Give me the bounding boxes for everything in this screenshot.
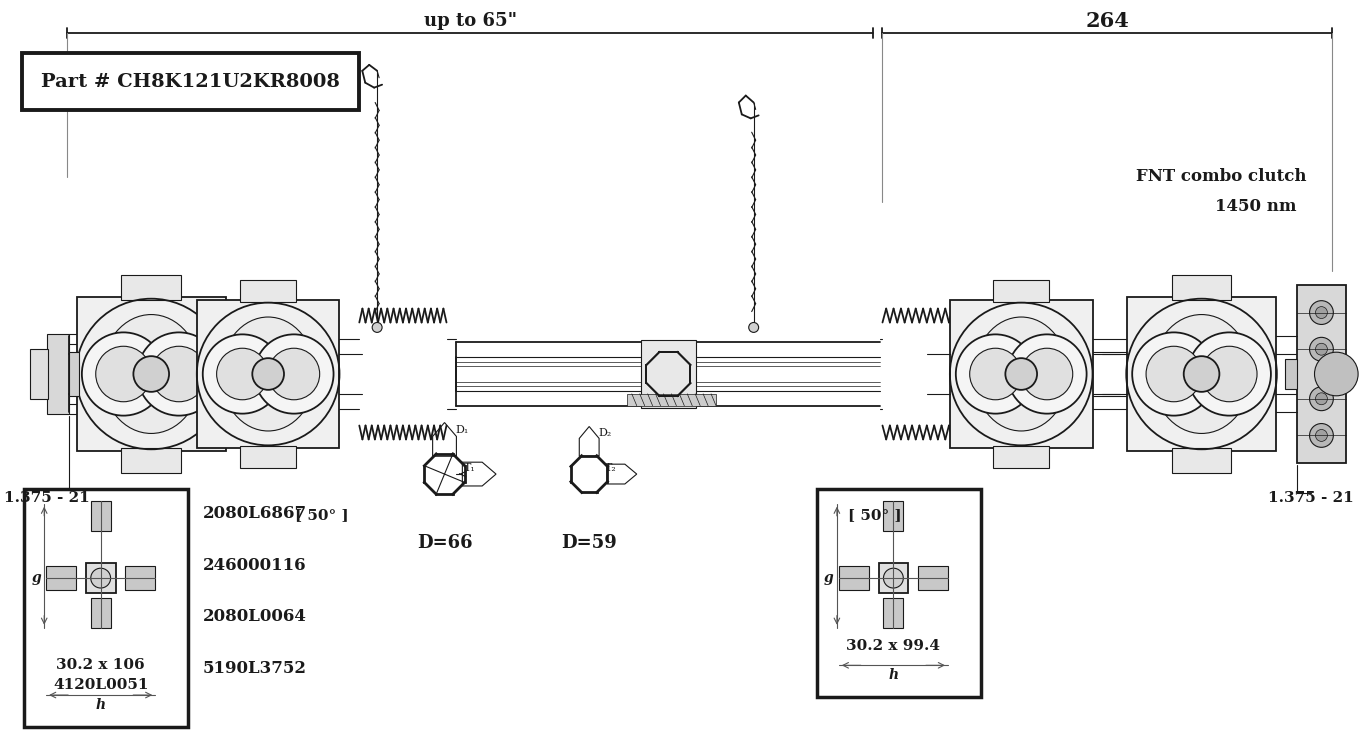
- Text: up to 65": up to 65": [423, 12, 516, 30]
- Bar: [1171, 448, 1232, 473]
- Circle shape: [1315, 343, 1328, 355]
- Bar: [126, 566, 155, 590]
- Text: D=66: D=66: [416, 534, 473, 553]
- Bar: [30, 349, 48, 399]
- Ellipse shape: [1152, 315, 1251, 433]
- Bar: [817, 489, 981, 697]
- Ellipse shape: [101, 315, 201, 433]
- Circle shape: [373, 322, 382, 332]
- Text: 30.2 x 106: 30.2 x 106: [56, 658, 145, 672]
- Circle shape: [1315, 393, 1328, 405]
- Text: Part # CH8K121U2KR8008: Part # CH8K121U2KR8008: [41, 73, 340, 91]
- Circle shape: [90, 568, 111, 588]
- Circle shape: [1184, 356, 1219, 392]
- Circle shape: [1310, 337, 1333, 361]
- Circle shape: [1310, 423, 1333, 447]
- Bar: [77, 297, 226, 451]
- Ellipse shape: [974, 317, 1069, 431]
- Bar: [122, 448, 181, 473]
- Circle shape: [1315, 429, 1328, 441]
- Circle shape: [96, 346, 151, 402]
- Circle shape: [255, 334, 333, 414]
- Text: D₁: D₁: [456, 426, 469, 435]
- Text: 2080L6867: 2080L6867: [203, 505, 307, 522]
- Circle shape: [137, 332, 221, 416]
- Bar: [22, 53, 359, 111]
- Text: h: h: [888, 668, 899, 682]
- Bar: [1171, 275, 1232, 300]
- Circle shape: [1314, 352, 1358, 396]
- Circle shape: [1147, 346, 1201, 402]
- Text: 246000116: 246000116: [203, 557, 307, 574]
- Circle shape: [1201, 346, 1258, 402]
- Circle shape: [133, 356, 169, 392]
- Bar: [949, 300, 1092, 448]
- Text: 2080L0064: 2080L0064: [203, 608, 307, 625]
- Circle shape: [970, 349, 1021, 399]
- Circle shape: [749, 322, 759, 332]
- Bar: [25, 489, 188, 727]
- Circle shape: [1132, 332, 1215, 416]
- Text: [ 50° ]: [ 50° ]: [295, 508, 348, 521]
- Bar: [641, 340, 696, 408]
- Text: D=59: D=59: [562, 534, 616, 553]
- Bar: [122, 275, 181, 300]
- Text: 5190L3752: 5190L3752: [203, 660, 307, 677]
- Bar: [878, 563, 908, 593]
- Bar: [838, 566, 869, 590]
- Bar: [884, 598, 903, 628]
- Bar: [90, 598, 111, 628]
- Text: g: g: [825, 571, 834, 585]
- Text: 1.375 - 21: 1.375 - 21: [1267, 491, 1354, 505]
- Bar: [884, 501, 903, 530]
- Bar: [86, 563, 115, 593]
- Bar: [993, 280, 1049, 301]
- Bar: [240, 447, 296, 468]
- Circle shape: [1315, 307, 1328, 319]
- Text: [ 50° ]: [ 50° ]: [848, 508, 901, 521]
- Circle shape: [151, 346, 207, 402]
- Text: g: g: [32, 571, 41, 585]
- Bar: [47, 334, 68, 414]
- Circle shape: [1188, 332, 1271, 416]
- Bar: [90, 501, 111, 530]
- Circle shape: [1021, 349, 1073, 399]
- Circle shape: [216, 349, 269, 399]
- Bar: [1128, 297, 1275, 451]
- Bar: [627, 393, 717, 405]
- Bar: [240, 280, 296, 301]
- Ellipse shape: [221, 317, 315, 431]
- Text: h: h: [96, 698, 105, 712]
- Text: 1.375 - 21: 1.375 - 21: [4, 491, 90, 505]
- Bar: [197, 300, 340, 448]
- Circle shape: [252, 358, 284, 390]
- Text: 4120L0051: 4120L0051: [53, 678, 148, 692]
- Circle shape: [82, 332, 166, 416]
- Text: D₂: D₂: [599, 429, 611, 438]
- Text: 264: 264: [1085, 11, 1129, 31]
- Bar: [47, 566, 75, 590]
- Circle shape: [956, 334, 1036, 414]
- Bar: [993, 447, 1049, 468]
- Circle shape: [269, 349, 319, 399]
- Circle shape: [1006, 358, 1037, 390]
- Bar: [918, 566, 948, 590]
- Circle shape: [1310, 387, 1333, 411]
- Text: 1450 nm: 1450 nm: [1215, 198, 1297, 215]
- Circle shape: [203, 334, 282, 414]
- Bar: [1296, 285, 1347, 463]
- Circle shape: [1310, 301, 1333, 325]
- Circle shape: [884, 568, 903, 588]
- Text: FNT combo clutch: FNT combo clutch: [1136, 168, 1307, 186]
- Bar: [68, 352, 79, 396]
- Circle shape: [1007, 334, 1086, 414]
- Text: T₁: T₁: [463, 463, 475, 473]
- Text: 30.2 x 99.4: 30.2 x 99.4: [847, 639, 940, 652]
- Bar: [1285, 359, 1296, 389]
- Text: T₂: T₂: [606, 463, 616, 473]
